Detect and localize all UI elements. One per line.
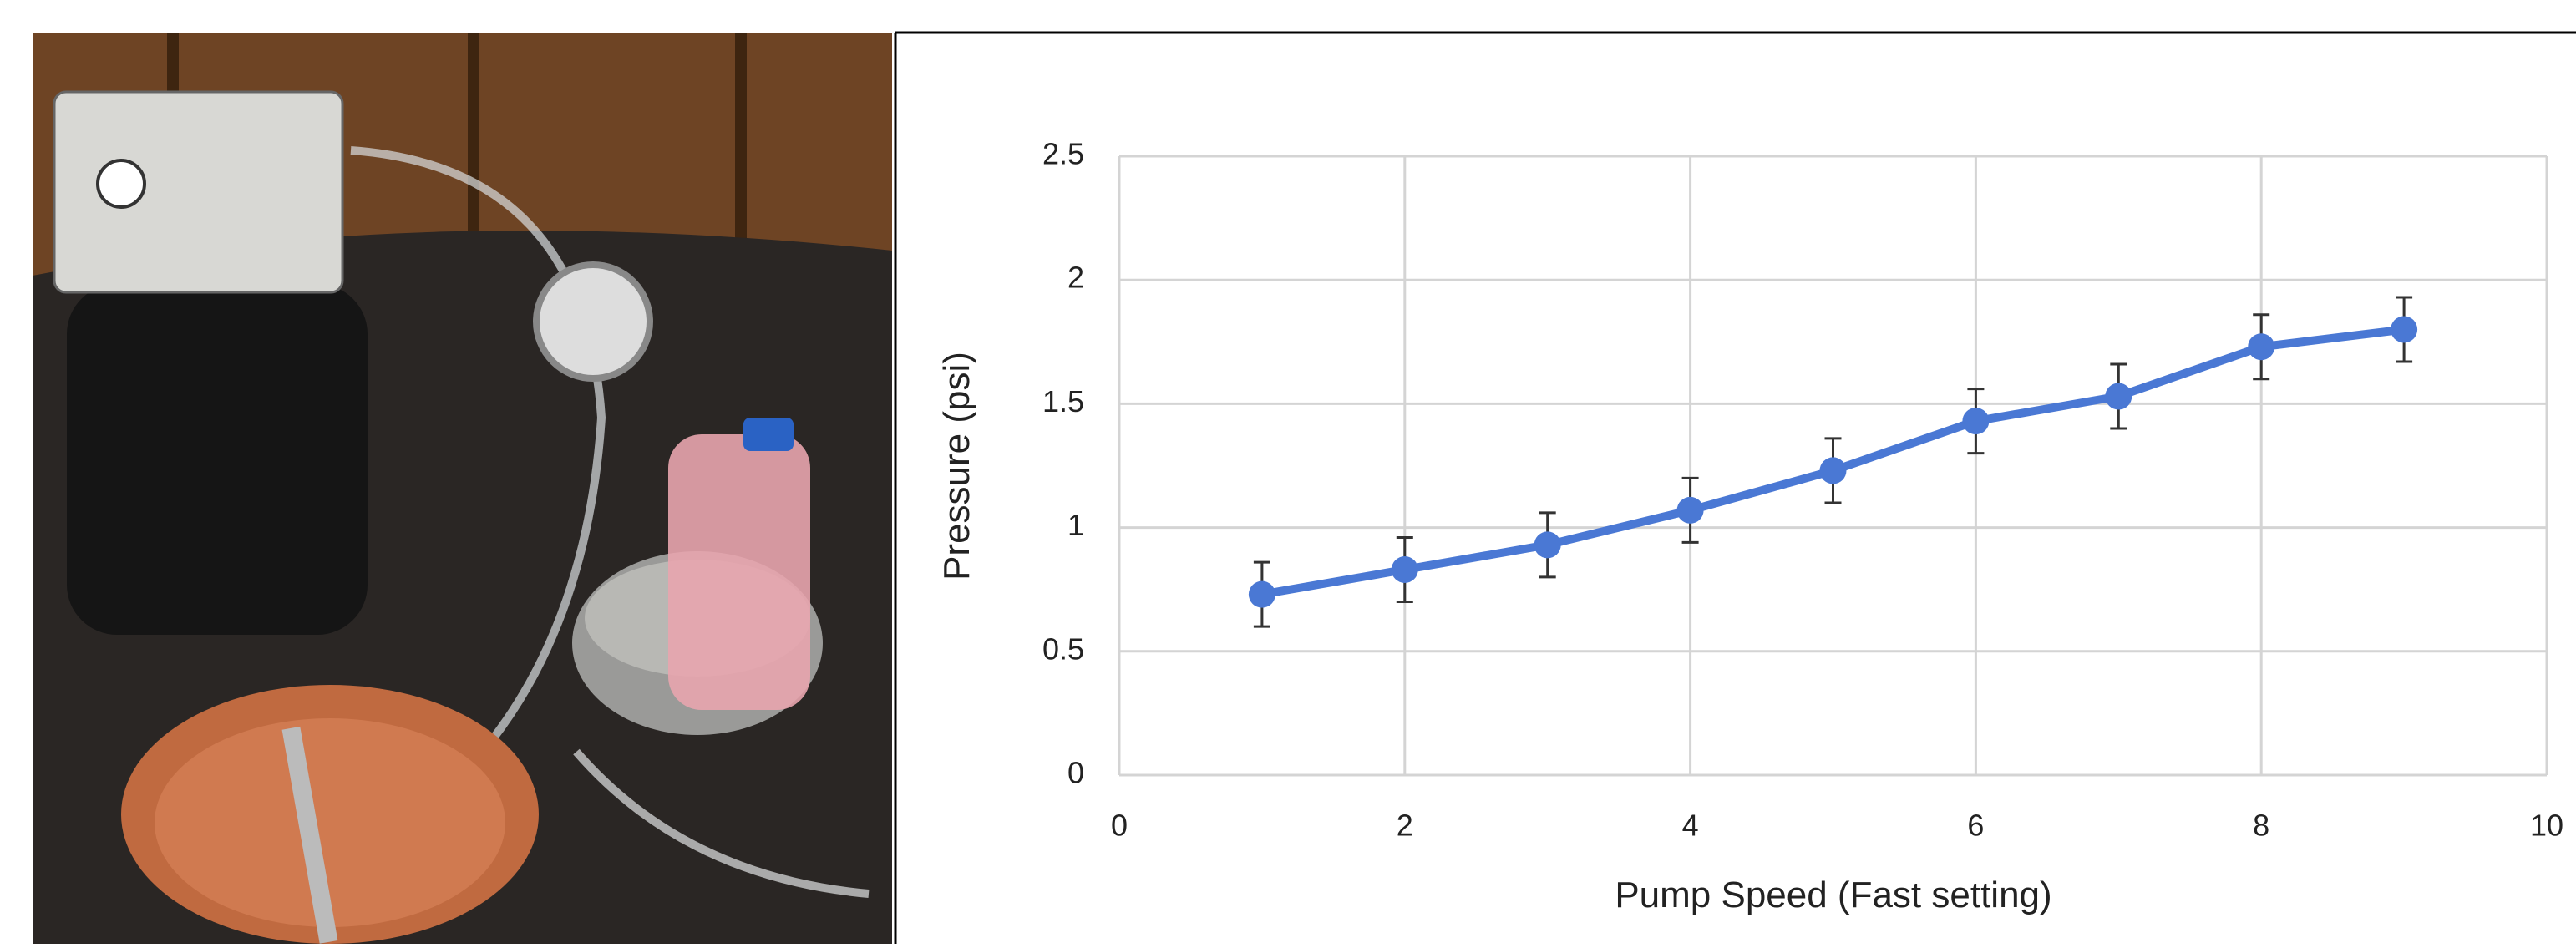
photo <box>33 33 892 944</box>
x-tick-label: 8 <box>2253 809 2269 843</box>
y-tick-label: 2.5 <box>1042 137 1084 171</box>
y-tick-label: 0 <box>1067 756 1084 790</box>
x-tick-label: 2 <box>1397 809 1413 843</box>
x-tick-label: 0 <box>1111 809 1128 843</box>
y-tick-label: 2 <box>1067 261 1084 295</box>
data-point <box>2248 333 2274 360</box>
y-tick-label: 0.5 <box>1042 631 1084 666</box>
data-point <box>1962 408 1989 434</box>
data-point <box>1820 457 1847 484</box>
x-tick-label: 6 <box>1967 809 1984 843</box>
y-tick-label: 1.5 <box>1042 384 1084 418</box>
data-point <box>2391 316 2417 342</box>
data-point <box>1677 497 1704 524</box>
data-point <box>1249 581 1275 608</box>
data-point <box>1392 556 1418 583</box>
y-axis-title: Pressure (psi) <box>936 352 977 580</box>
figure: Pump Speed (Fast setting) Pressure (psi)… <box>0 0 2576 944</box>
x-axis-title: Pump Speed (Fast setting) <box>1615 874 2051 915</box>
y-tick-label: 1 <box>1067 508 1084 542</box>
data-point <box>2105 383 2132 410</box>
data-point <box>1534 531 1561 558</box>
x-tick-label: 10 <box>2530 809 2563 843</box>
x-tick-label: 4 <box>1682 809 1699 843</box>
